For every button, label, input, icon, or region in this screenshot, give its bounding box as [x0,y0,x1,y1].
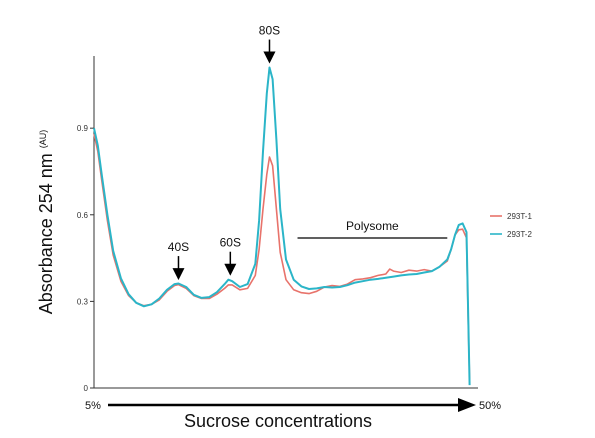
peak-label-60s: 60S [220,236,241,250]
y-axis-label-unit: (AU) [38,130,48,149]
y-tick-label: 0.6 [77,211,89,220]
series-layer [93,66,471,386]
annotation-layer: 40S 60S 80S Polysome [168,24,448,281]
series-line-293t-2 [93,66,471,386]
y-axis-label: Absorbance 254 nm (AU) [36,130,56,315]
series-line-293t-1 [93,133,471,380]
x-axis-label: Sucrose concentrations [184,411,372,431]
legend-label-293t-1: 293T-1 [507,212,532,221]
legend-label-293t-2: 293T-2 [507,230,532,239]
y-axis-label-main: Absorbance 254 nm [36,148,56,314]
peak-label-40s: 40S [168,240,189,254]
y-tick-label: 0 [84,384,89,393]
legend: 293T-1 293T-2 [490,212,532,239]
axes: 0 0.3 0.6 0.9 [77,56,478,393]
axis-labels: Absorbance 254 nm (AU) 5% 50% Sucrose conce… [36,130,501,431]
peak-label-80s: 80S [259,24,280,38]
x-direction-arrowhead [458,398,476,412]
x-end-label: 50% [479,400,501,412]
polysome-label: Polysome [346,219,399,233]
y-tick-label: 0.9 [77,124,89,133]
y-tick-label: 0.3 [77,297,89,306]
x-start-label: 5% [85,400,101,412]
